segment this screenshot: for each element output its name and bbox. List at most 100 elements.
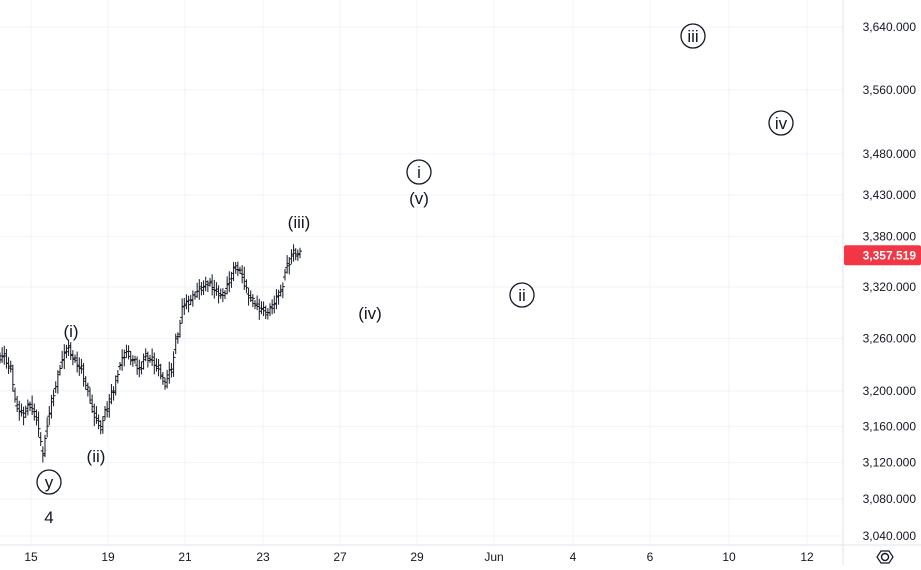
gear-icon[interactable]: [876, 550, 894, 564]
y-tick-label: 3,480.000: [863, 147, 917, 161]
y-tick-label: 3,260.000: [863, 332, 917, 346]
wave-label: (i): [63, 322, 78, 341]
x-tick-label: 12: [800, 550, 814, 564]
price-axis[interactable]: 3,640.000 3,560.000 3,480.000 3,430.000 3,38…: [842, 0, 917, 565]
wave-label: (iv): [358, 304, 382, 323]
price-bar: [280, 282, 285, 299]
price-bar: [55, 370, 60, 394]
y-tick-label: 3,320.000: [863, 280, 917, 294]
wave-label: (iii): [288, 213, 311, 232]
y-tick-label: 3,160.000: [863, 420, 917, 434]
x-tick-label: 4: [570, 550, 577, 564]
price-bar: [85, 382, 90, 397]
price-bar: [88, 387, 92, 404]
price-bar: [186, 295, 191, 313]
price-bar: [13, 387, 17, 403]
wave-label-text: iii: [687, 27, 698, 46]
price-bar: [103, 405, 107, 421]
price-bar: [81, 362, 86, 387]
wave-circle: [509, 282, 535, 308]
price-bar: [62, 344, 67, 370]
price-bar: [203, 276, 208, 292]
price-bar: [167, 361, 172, 384]
x-tick-label: 23: [256, 550, 270, 564]
price-bar: [90, 394, 95, 413]
price-bar: [235, 261, 240, 277]
price-bar: [154, 358, 159, 372]
x-tick-label: 19: [101, 550, 115, 564]
price-bar: [218, 288, 223, 299]
x-tick-label: 21: [178, 550, 192, 564]
price-bar: [68, 342, 73, 360]
x-tick-label: 10: [722, 550, 736, 564]
price-bar: [195, 282, 200, 298]
y-tick-label: 3,200.000: [863, 384, 917, 398]
price-bar: [128, 351, 133, 366]
price-bar: [244, 279, 249, 293]
wave-circle: [36, 469, 62, 495]
last-price-tag: 3,357.519: [844, 245, 921, 266]
price-bar: [70, 350, 75, 366]
wave-label-text: ii: [518, 286, 526, 305]
price-bar: [25, 399, 30, 416]
wave-label: iv: [768, 110, 794, 136]
price-bar: [285, 255, 290, 274]
wave-circle: [680, 23, 706, 49]
wave-label-text: i: [417, 163, 421, 182]
price-bar: [66, 339, 71, 357]
price-bar: [160, 371, 165, 385]
price-bar: [141, 353, 146, 370]
price-bar: [126, 345, 131, 360]
wave-label-text: y: [45, 473, 54, 492]
x-tick-label: 29: [410, 550, 424, 564]
price-bar: [23, 405, 28, 418]
price-bar: [79, 358, 84, 374]
price-bar: [223, 290, 227, 299]
wave-circle: [406, 159, 432, 185]
price-bar: [238, 266, 242, 274]
wave-label: y: [36, 469, 62, 495]
price-bar: [261, 301, 266, 317]
price-bar: [283, 268, 287, 281]
price-bar: [148, 354, 152, 363]
price-bar: [255, 295, 260, 311]
price-bar: [120, 349, 125, 371]
price-bar: [229, 271, 234, 288]
last-price-label: 3,357.519: [863, 248, 917, 262]
price-bar: [100, 416, 105, 434]
y-tick-label: 3,380.000: [863, 229, 917, 243]
time-axis[interactable]: 15 19 21 23 27 29 Jun 4 6 10 12: [0, 544, 921, 564]
price-bar: [278, 284, 283, 297]
x-tick-label: 6: [647, 550, 654, 564]
price-bar: [21, 406, 26, 426]
wave-label-text: (ii): [87, 447, 106, 466]
price-bar: [158, 363, 163, 380]
y-tick-label: 3,040.000: [863, 529, 917, 543]
price-bar: [193, 291, 197, 300]
price-bar: [150, 348, 155, 367]
price-bar: [210, 274, 215, 296]
y-tick-label: 3,080.000: [863, 492, 917, 506]
price-bar: [287, 257, 292, 275]
price-bar: [40, 446, 45, 463]
wave-label: (v): [409, 189, 429, 208]
wave-label-text: (v): [409, 189, 429, 208]
grid-lines: [0, 0, 843, 545]
price-bar: [137, 359, 142, 378]
price-bar: [201, 280, 206, 296]
price-bar: [289, 249, 294, 264]
wave-label: i: [406, 159, 432, 185]
price-bar: [257, 298, 262, 320]
wave-label-text: (iii): [288, 213, 311, 232]
price-bar: [227, 271, 232, 293]
price-bar: [165, 369, 170, 389]
y-tick-label: 3,430.000: [863, 188, 917, 202]
price-bar: [171, 351, 176, 377]
wave-circle: [768, 110, 794, 136]
price-bar: [182, 297, 187, 315]
price-bar: [64, 344, 69, 359]
price-bar: [274, 289, 279, 310]
price-bar: [109, 383, 114, 405]
